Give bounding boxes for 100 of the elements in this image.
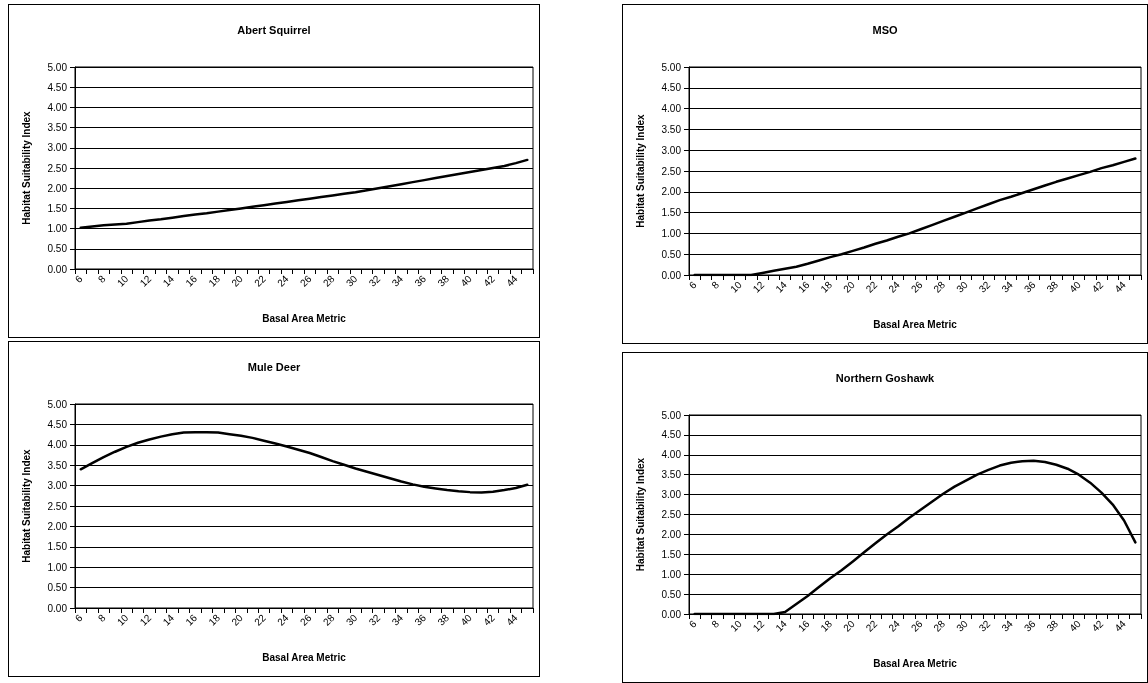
x-tick-label: 14 — [160, 272, 177, 289]
x-tick-label: 22 — [252, 611, 269, 628]
x-tick-label: 12 — [137, 272, 154, 289]
y-tick-label: 2.00 — [661, 528, 682, 540]
y-tick-label: 1.00 — [47, 223, 68, 235]
x-tick-label: 42 — [1089, 617, 1106, 634]
y-axis-title: Habitat Suitability Index — [20, 110, 32, 225]
x-tick-label: 38 — [1044, 617, 1061, 634]
y-tick-label: 2.50 — [47, 500, 68, 512]
x-tick-label: 38 — [435, 611, 452, 628]
y-tick-label: 4.50 — [661, 82, 682, 94]
x-tick-label: 44 — [1112, 278, 1129, 295]
chart-title: MSO — [872, 23, 898, 36]
y-tick-label: 3.00 — [47, 142, 68, 154]
x-tick-label: 38 — [435, 272, 452, 289]
y-tick-label: 3.00 — [47, 480, 68, 492]
x-tick-label: 20 — [841, 278, 858, 295]
x-tick-label: 32 — [976, 278, 993, 295]
x-tick-label: 6 — [686, 617, 699, 630]
y-tick-label: 3.50 — [47, 459, 68, 471]
y-tick-label: 0.00 — [661, 608, 682, 620]
y-tick-label: 3.50 — [661, 469, 682, 481]
y-tick-label: 2.50 — [661, 509, 682, 520]
x-tick-label: 12 — [750, 617, 767, 634]
y-tick-label: 5.00 — [661, 409, 682, 421]
x-tick-label: 30 — [954, 617, 971, 634]
y-tick-label: 2.00 — [47, 182, 68, 194]
line-series — [79, 430, 529, 494]
x-tick-label: 28 — [931, 278, 948, 295]
x-tick-label: 20 — [229, 611, 246, 628]
y-axis-title: Habitat Suitability Index — [634, 457, 646, 572]
y-tick-label: 3.00 — [661, 489, 682, 501]
y-tick-label: 4.50 — [661, 429, 682, 441]
x-tick-label: 10 — [114, 272, 131, 289]
x-tick-label: 34 — [389, 272, 406, 289]
x-tick-label: 6 — [686, 278, 699, 291]
x-tick-label: 12 — [137, 611, 154, 628]
y-tick-label: 1.50 — [661, 207, 682, 219]
y-tick-label: 0.50 — [47, 582, 68, 594]
x-tick-label: 22 — [863, 617, 880, 634]
y-tick-label: 4.50 — [47, 81, 68, 93]
y-tick-label: 1.00 — [661, 568, 682, 580]
x-tick-label: 28 — [320, 272, 337, 289]
chart-title: Northern Goshawk — [835, 371, 936, 384]
x-tick-label: 20 — [841, 617, 858, 634]
x-tick-label: 36 — [1021, 617, 1038, 634]
x-tick-label: 22 — [863, 278, 880, 295]
line-series — [79, 158, 529, 230]
x-tick-label: 16 — [795, 278, 812, 295]
x-tick-label: 40 — [458, 272, 475, 289]
x-tick-label: 36 — [412, 272, 429, 289]
y-tick-label: 5.00 — [661, 61, 682, 73]
x-tick-label: 42 — [481, 272, 498, 289]
x-tick-label: 22 — [252, 272, 269, 289]
x-tick-label: 14 — [773, 278, 790, 295]
y-tick-label: 4.00 — [661, 103, 682, 115]
x-tick-label: 16 — [183, 611, 200, 628]
x-tick-label: 30 — [343, 272, 360, 289]
x-tick-label: 24 — [886, 278, 903, 295]
x-tick-label: 32 — [366, 272, 383, 289]
x-tick-label: 26 — [297, 272, 314, 289]
x-tick-label: 16 — [183, 272, 200, 289]
y-tick-label: 3.00 — [661, 144, 682, 156]
x-tick-label: 32 — [976, 617, 993, 634]
x-tick-label: 10 — [728, 617, 745, 634]
y-tick-label: 0.50 — [661, 588, 682, 600]
x-tick-label: 18 — [818, 617, 835, 634]
x-tick-label: 26 — [908, 278, 925, 295]
y-tick-label: 5.00 — [47, 61, 68, 73]
y-tick-label: 5.00 — [47, 398, 68, 410]
x-tick-label: 36 — [1021, 278, 1038, 295]
x-tick-label: 44 — [504, 272, 521, 289]
x-tick-label: 18 — [206, 272, 223, 289]
x-tick-label: 20 — [229, 272, 246, 289]
y-tick-label: 1.00 — [661, 227, 682, 239]
x-tick-label: 44 — [504, 611, 521, 628]
y-tick-label: 0.00 — [47, 602, 68, 614]
x-tick-label: 42 — [481, 611, 498, 628]
x-tick-label: 34 — [999, 617, 1016, 634]
x-tick-label: 14 — [773, 617, 790, 634]
x-tick-label: 28 — [320, 611, 337, 628]
x-tick-label: 34 — [999, 278, 1016, 295]
y-tick-label: 1.50 — [661, 548, 682, 560]
x-tick-label: 14 — [160, 611, 177, 628]
x-tick-label: 10 — [728, 278, 745, 295]
y-tick-label: 2.50 — [661, 165, 682, 177]
x-tick-label: 36 — [412, 611, 429, 628]
x-tick-label: 42 — [1089, 278, 1106, 295]
x-tick-label: 32 — [366, 611, 383, 628]
x-tick-label: 34 — [389, 611, 406, 628]
x-tick-label: 24 — [275, 611, 292, 628]
x-axis-title: Basal Area Metric — [262, 312, 347, 324]
y-tick-label: 3.50 — [661, 123, 682, 135]
chart-title: Mule Deer — [247, 360, 301, 373]
x-axis-title: Basal Area Metric — [262, 651, 347, 663]
x-tick-label: 16 — [795, 617, 812, 634]
x-tick-label: 8 — [95, 611, 108, 624]
y-tick-label: 2.00 — [47, 520, 68, 532]
x-tick-label: 18 — [818, 278, 835, 295]
x-axis-title: Basal Area Metric — [873, 657, 958, 669]
